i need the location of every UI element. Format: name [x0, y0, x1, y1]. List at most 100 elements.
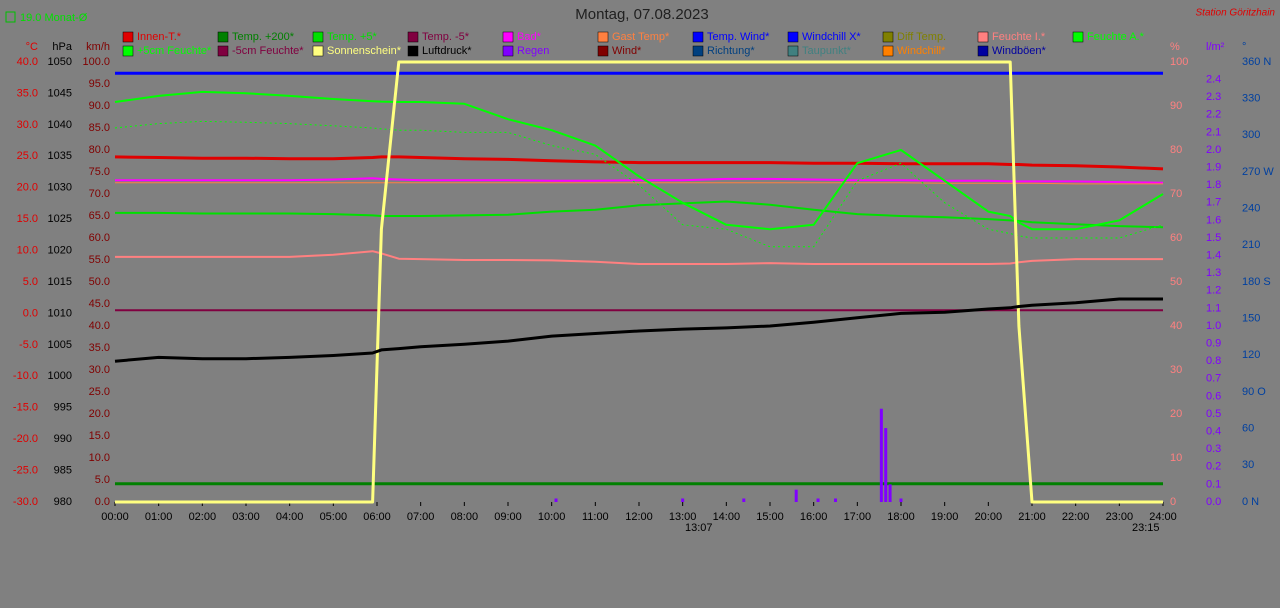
month-average: 19.0 Monat-Ø — [20, 12, 88, 24]
y-tick-label: 0.0 — [23, 307, 38, 319]
legend-swatch — [882, 45, 894, 57]
x-tick-label: 21:00 — [1018, 511, 1046, 523]
legend-label: Diff Temp. — [897, 31, 946, 43]
y-tick-label: 45.0 — [89, 298, 110, 310]
y-tick-label: 990 — [54, 433, 72, 445]
legend-swatch — [407, 45, 419, 57]
y-tick-label: 0 N — [1242, 496, 1259, 508]
legend-label: Temp. -5* — [422, 31, 470, 43]
y-tick-label: -30.0 — [13, 496, 38, 508]
y-tick-label: 30.0 — [89, 364, 110, 376]
y-tick-label: 2.0 — [1206, 144, 1221, 156]
rain-bar — [899, 498, 903, 502]
y-tick-label: 1.2 — [1206, 285, 1221, 297]
y-tick-label: 0.7 — [1206, 373, 1221, 385]
y-tick-label: 1015 — [48, 276, 72, 288]
y-tick-label: -20.0 — [13, 433, 38, 445]
legend-label: Gast Temp* — [612, 31, 670, 43]
legend-label: +5cm Feuchte* — [137, 45, 212, 57]
x-tick-label: 12:00 — [625, 511, 653, 523]
sunrise-note: 13:07 — [685, 522, 713, 534]
y-tick-label: 40 — [1170, 320, 1182, 332]
legend-swatch — [502, 31, 514, 43]
y-tick-label: 55.0 — [89, 254, 110, 266]
y-tick-label: 1.4 — [1206, 250, 1221, 262]
x-tick-label: 24:00 — [1149, 511, 1177, 523]
y-tick-label: 80.0 — [89, 144, 110, 156]
y-tick-label: 30.0 — [17, 119, 38, 131]
y-tick-label: 1000 — [48, 370, 72, 382]
y-tick-label: 985 — [54, 464, 72, 476]
avg-icon — [5, 11, 16, 23]
legend-label: Windchill* — [897, 45, 946, 57]
series-line — [114, 297, 1163, 363]
legend-label: Windböen* — [992, 45, 1047, 57]
y-tick-label: 180 S — [1242, 276, 1271, 288]
y-tick-label: -15.0 — [13, 402, 38, 414]
legend-label: Bad* — [517, 31, 542, 43]
x-tick-label: 09:00 — [494, 511, 522, 523]
y-tick-label: 90.0 — [89, 100, 110, 112]
legend-swatch — [1072, 31, 1084, 43]
y-tick-label: 1025 — [48, 213, 72, 225]
y-tick-label: 65.0 — [89, 210, 110, 222]
x-tick-label: 14:00 — [713, 511, 741, 523]
x-tick-label: 04:00 — [276, 511, 304, 523]
y-tick-label: -5.0 — [19, 339, 38, 351]
y-tick-label: 90 — [1170, 100, 1182, 112]
y-tick-label: -10.0 — [13, 370, 38, 382]
y-tick-label: 0.0 — [1206, 496, 1221, 508]
y-tick-label: 0.8 — [1206, 355, 1221, 367]
x-tick-label: 15:00 — [756, 511, 784, 523]
legend-swatch — [312, 45, 324, 57]
legend-label: Temp. +5* — [327, 31, 378, 43]
x-tick-label: 08:00 — [451, 511, 479, 523]
x-tick-label: 18:00 — [887, 511, 915, 523]
rain-bar — [794, 489, 798, 502]
y-tick-label: 995 — [54, 402, 72, 414]
rain-bar — [554, 498, 558, 502]
legend-label: Sonnenschein* — [327, 45, 402, 57]
y-tick-label: 330 — [1242, 93, 1260, 105]
y-tick-label: 1010 — [48, 307, 72, 319]
legend-swatch — [312, 31, 324, 43]
rain-bar — [879, 408, 883, 502]
moonrise-note: 23:15 — [1132, 522, 1160, 534]
legend-swatch — [122, 45, 134, 57]
y-tick-label: 2.4 — [1206, 74, 1221, 86]
y-tick-label: 0.0 — [95, 496, 110, 508]
legend-label: Feuchte A.* — [1087, 31, 1145, 43]
series-line — [115, 250, 1163, 265]
y-tick-label: 0.2 — [1206, 461, 1221, 473]
y-tick-label: -25.0 — [13, 464, 38, 476]
y-tick-label: 1.1 — [1206, 302, 1221, 314]
y-tick-label: 10.0 — [17, 244, 38, 256]
y-tick-label: 0.5 — [1206, 408, 1221, 420]
y-tick-label: 980 — [54, 496, 72, 508]
legend-swatch — [217, 31, 229, 43]
x-tick-label: 17:00 — [844, 511, 872, 523]
y-tick-label: 1.8 — [1206, 179, 1221, 191]
y-tick-label: 240 — [1242, 203, 1260, 215]
axis-unit: km/h — [86, 41, 110, 53]
x-tick-label: 10:00 — [538, 511, 566, 523]
legend-label: Wind* — [612, 45, 642, 57]
rain-bar — [888, 484, 892, 502]
axis-unit: l/m² — [1206, 41, 1225, 53]
series-line — [115, 200, 1164, 229]
y-tick-label: 75.0 — [89, 166, 110, 178]
y-tick-label: 15.0 — [17, 213, 38, 225]
series-line — [114, 90, 1164, 231]
x-tick-label: 19:00 — [931, 511, 959, 523]
y-tick-label: 100 — [1170, 56, 1188, 68]
station: Station Göritzhain — [1196, 8, 1276, 19]
legend-swatch — [977, 31, 989, 43]
y-tick-label: 5.0 — [23, 276, 38, 288]
y-tick-label: 1020 — [48, 244, 72, 256]
y-tick-label: 0.4 — [1206, 426, 1221, 438]
y-tick-label: 5.0 — [95, 474, 110, 486]
legend-label: Luftdruck* — [422, 45, 472, 57]
legend-label: Innen-T.* — [137, 31, 182, 43]
y-tick-label: 70 — [1170, 188, 1182, 200]
